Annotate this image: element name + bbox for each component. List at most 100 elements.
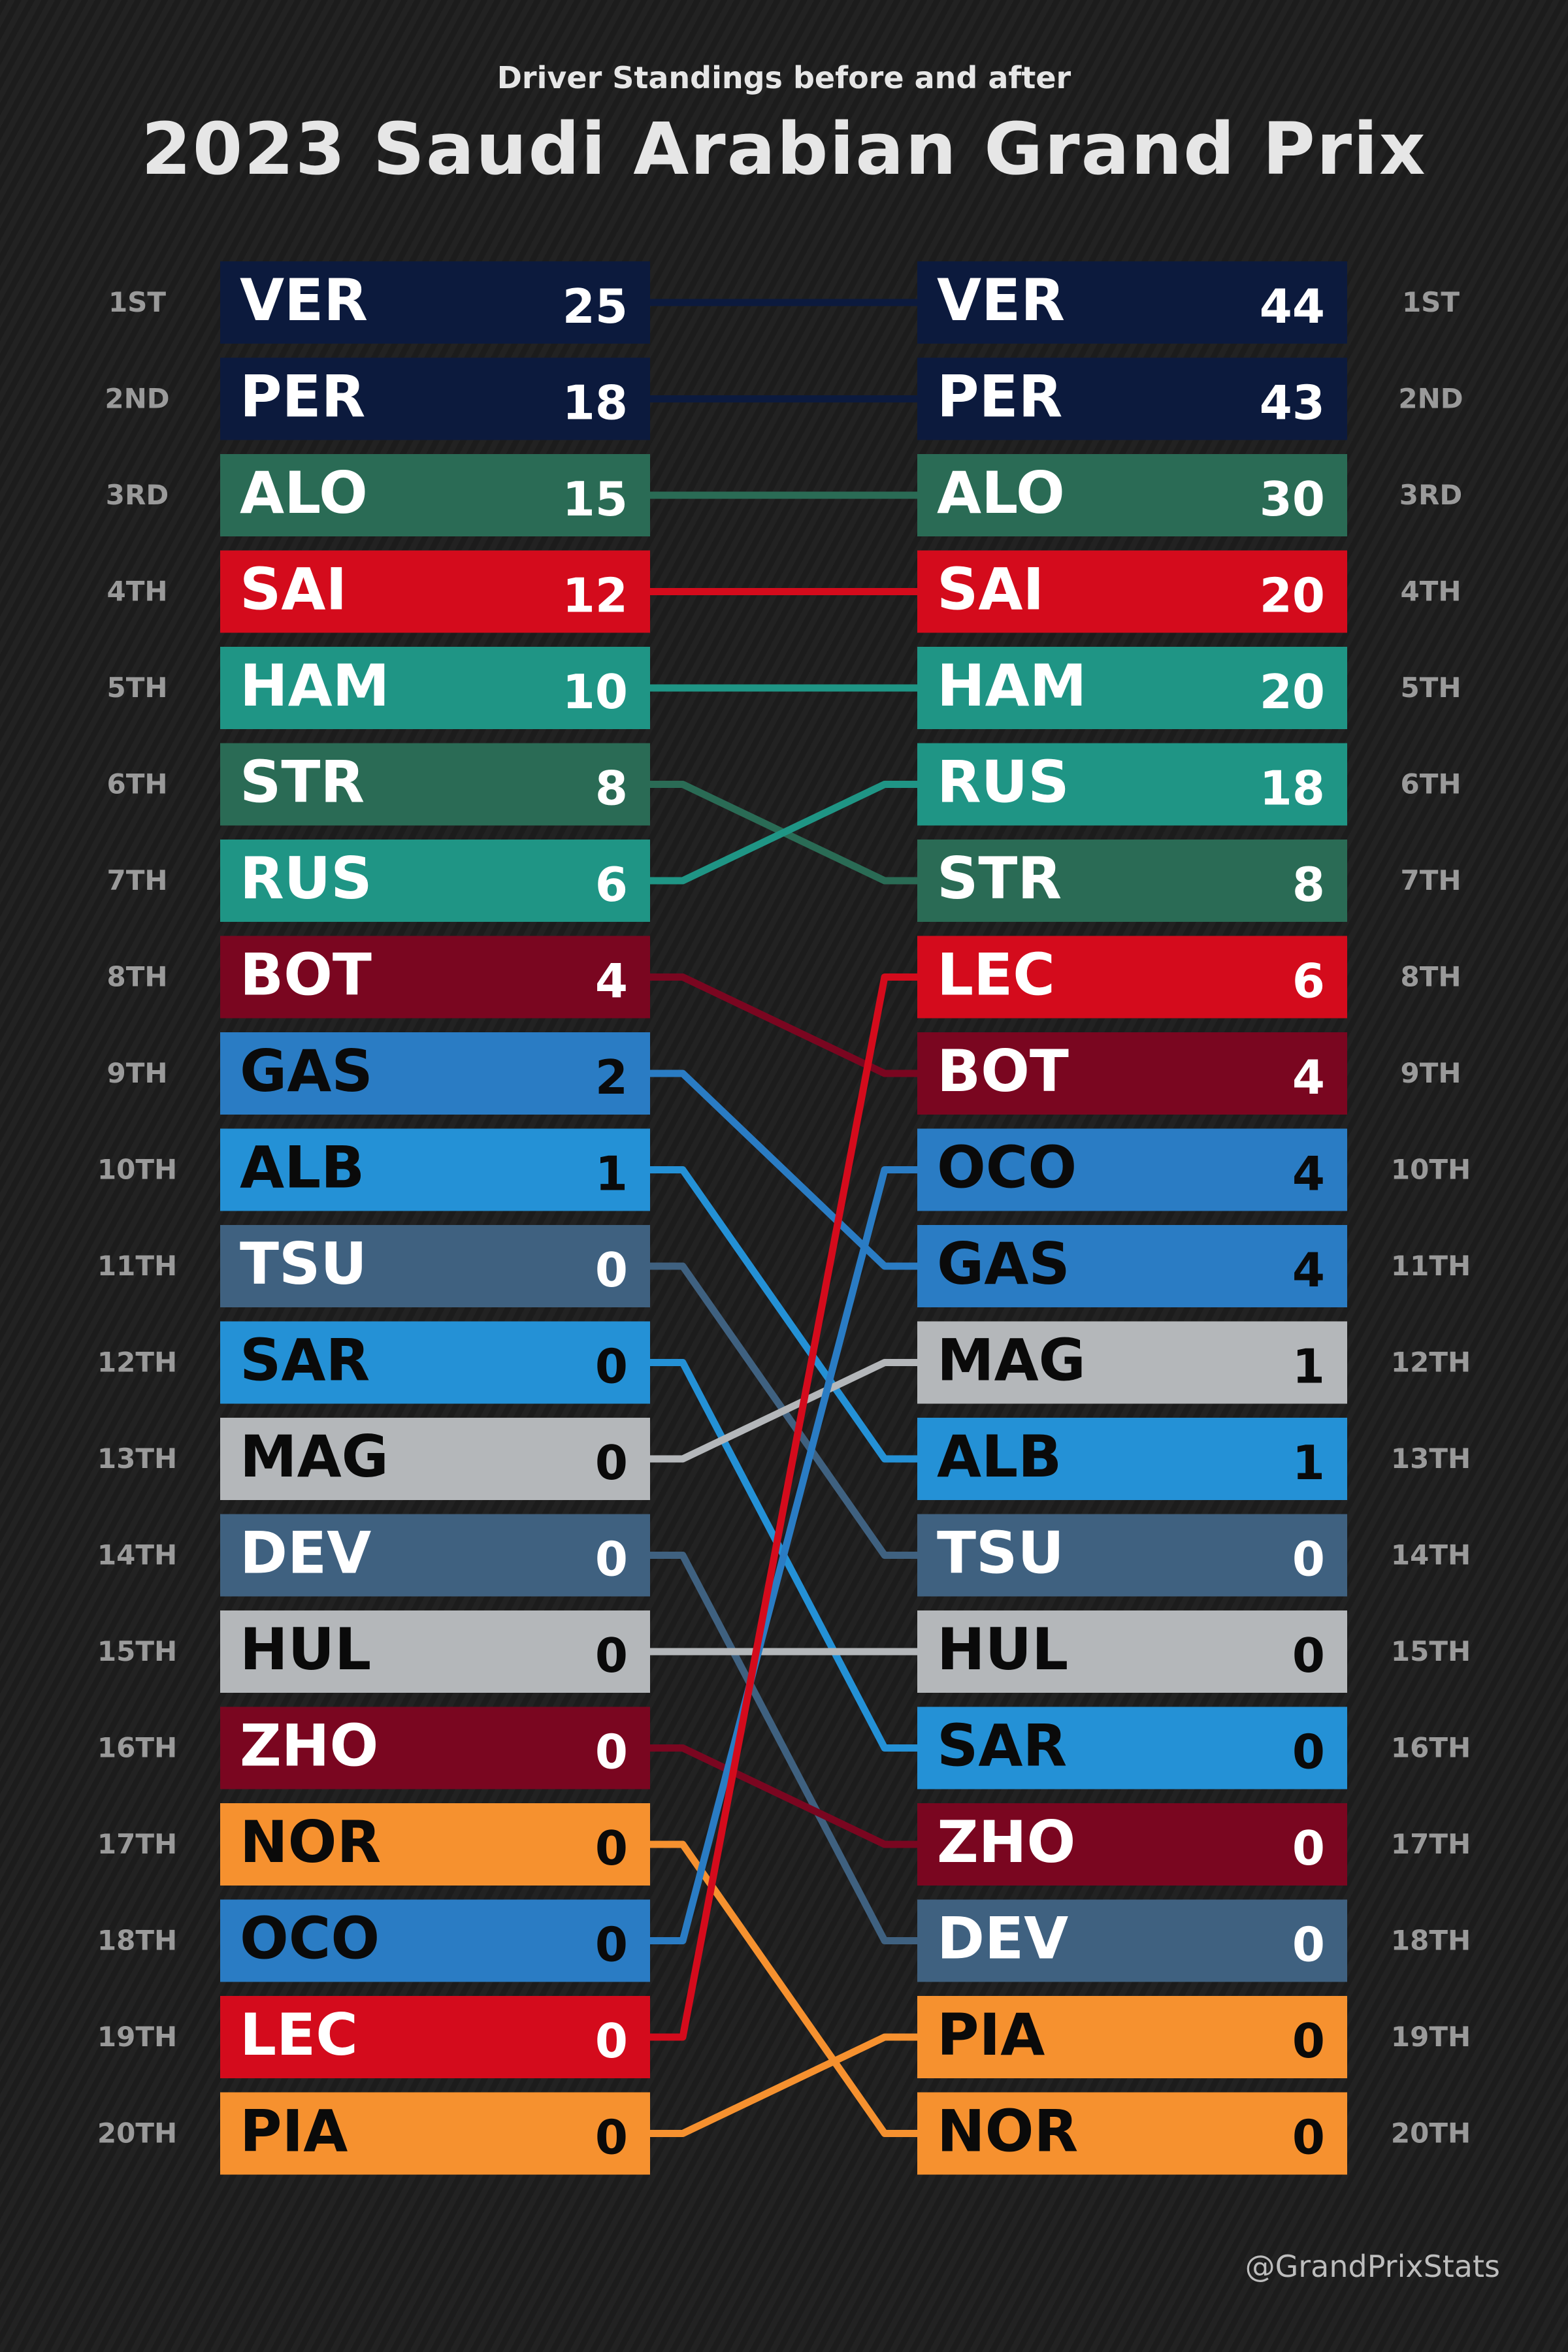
- before-driver-code: TSU: [240, 1230, 367, 1298]
- before-row: LEC 0: [220, 1996, 650, 2078]
- after-row: MAG 1: [917, 1321, 1347, 1404]
- before-points: 15: [563, 472, 628, 527]
- before-driver-code: ALB: [240, 1134, 365, 1201]
- before-bar-tsu: [220, 1225, 650, 1307]
- before-row: HAM 10: [220, 647, 650, 729]
- before-points: 0: [595, 1435, 628, 1490]
- after-points: 43: [1260, 376, 1325, 431]
- position-label-left: 11TH: [97, 1250, 177, 1282]
- before-driver-code: SAI: [240, 556, 347, 623]
- position-label-right: 20TH: [1391, 2117, 1471, 2149]
- before-driver-code: MAG: [240, 1423, 389, 1490]
- before-row: SAR 0: [220, 1321, 650, 1404]
- before-driver-code: HUL: [240, 1616, 371, 1683]
- after-driver-code: HUL: [937, 1616, 1068, 1683]
- position-label-left: 18TH: [97, 1925, 177, 1957]
- connector-bot: [646, 973, 921, 1077]
- after-row: NOR 0: [917, 2092, 1347, 2175]
- before-driver-code: ALO: [240, 459, 368, 527]
- after-driver-code: TSU: [937, 1520, 1064, 1587]
- before-points: 4: [595, 954, 628, 1009]
- position-label-left: 9TH: [106, 1057, 167, 1089]
- chart-subtitle: Driver Standings before and after: [497, 60, 1071, 95]
- connector-nor: [646, 1840, 921, 2137]
- before-row: STR 8: [220, 743, 650, 826]
- after-points: 20: [1260, 568, 1325, 623]
- before-driver-code: LEC: [240, 2001, 358, 2068]
- position-label-left: 6TH: [106, 768, 167, 800]
- after-row: ALO 30: [917, 454, 1347, 536]
- position-label-right: 5TH: [1400, 672, 1461, 704]
- position-label-left: 19TH: [97, 2021, 177, 2053]
- position-label-right: 16TH: [1391, 1732, 1471, 1764]
- before-points: 25: [563, 279, 628, 334]
- chart-title: 2023 Saudi Arabian Grand Prix: [141, 107, 1427, 191]
- after-points: 30: [1260, 472, 1325, 527]
- after-row: HUL 0: [917, 1610, 1347, 1693]
- after-points: 8: [1292, 857, 1325, 912]
- before-row: RUS 6: [220, 840, 650, 922]
- position-label-right: 2ND: [1398, 383, 1463, 415]
- before-driver-code: RUS: [240, 845, 372, 912]
- after-row: ZHO 0: [917, 1803, 1347, 1886]
- position-label-left: 14TH: [97, 1539, 177, 1571]
- position-label-right: 9TH: [1400, 1057, 1461, 1089]
- before-row: ALO 15: [220, 454, 650, 536]
- after-points: 0: [1292, 1918, 1325, 1972]
- position-label-left: 17TH: [97, 1828, 177, 1860]
- before-bar-rus: [220, 840, 650, 922]
- after-bar-rus: [917, 743, 1347, 826]
- before-points: 0: [595, 1725, 628, 1780]
- connector-dev: [646, 1552, 921, 1944]
- after-driver-code: PER: [937, 363, 1062, 431]
- before-bar-sai: [220, 550, 650, 633]
- after-bar-bot: [917, 1032, 1347, 1115]
- before-points: 0: [595, 1628, 628, 1683]
- before-bar-zho: [220, 1707, 650, 1789]
- before-row: GAS 2: [220, 1032, 650, 1115]
- after-driver-code: ALB: [937, 1423, 1062, 1490]
- before-driver-code: NOR: [240, 1808, 381, 1876]
- before-points: 2: [595, 1050, 628, 1105]
- position-label-right: 10TH: [1391, 1154, 1471, 1186]
- after-driver-code: GAS: [937, 1230, 1070, 1298]
- before-bar-alo: [220, 454, 650, 536]
- after-points: 0: [1292, 1532, 1325, 1587]
- after-points: 1: [1292, 1339, 1325, 1394]
- connector-alb: [646, 1166, 921, 1463]
- after-bar-ham: [917, 647, 1347, 729]
- before-points: 0: [595, 1918, 628, 1972]
- before-bar-pia: [220, 2092, 650, 2175]
- position-label-left: 20TH: [97, 2117, 177, 2149]
- after-row: SAR 0: [917, 1707, 1347, 1789]
- after-bar-mag: [917, 1321, 1347, 1404]
- after-row: RUS 18: [917, 743, 1347, 826]
- before-bar-dev: [220, 1514, 650, 1597]
- after-points: 0: [1292, 1821, 1325, 1876]
- after-bar-zho: [917, 1803, 1347, 1886]
- before-bar-oco: [220, 1899, 650, 1982]
- position-label-right: 17TH: [1391, 1828, 1471, 1860]
- before-points: 18: [563, 376, 628, 431]
- after-row: VER 44: [917, 261, 1347, 344]
- after-row: ALB 1: [917, 1418, 1347, 1500]
- position-label-left: 4TH: [106, 576, 167, 608]
- before-row: PER 18: [220, 357, 650, 440]
- position-label-left: 13TH: [97, 1443, 177, 1475]
- after-row: SAI 20: [917, 550, 1347, 633]
- before-bar-mag: [220, 1418, 650, 1500]
- position-label-right: 12TH: [1391, 1347, 1471, 1379]
- before-row: OCO 0: [220, 1899, 650, 1982]
- after-bar-sai: [917, 550, 1347, 633]
- before-row: TSU 0: [220, 1225, 650, 1307]
- before-driver-code: STR: [240, 749, 365, 816]
- after-driver-code: OCO: [937, 1134, 1077, 1201]
- before-bar-alb: [220, 1128, 650, 1211]
- before-points: 0: [595, 1243, 628, 1298]
- before-driver-code: DEV: [240, 1520, 371, 1587]
- after-driver-code: LEC: [937, 941, 1055, 1009]
- after-points: 0: [1292, 1725, 1325, 1780]
- before-driver-code: PER: [240, 363, 365, 431]
- after-driver-code: BOT: [937, 1037, 1069, 1105]
